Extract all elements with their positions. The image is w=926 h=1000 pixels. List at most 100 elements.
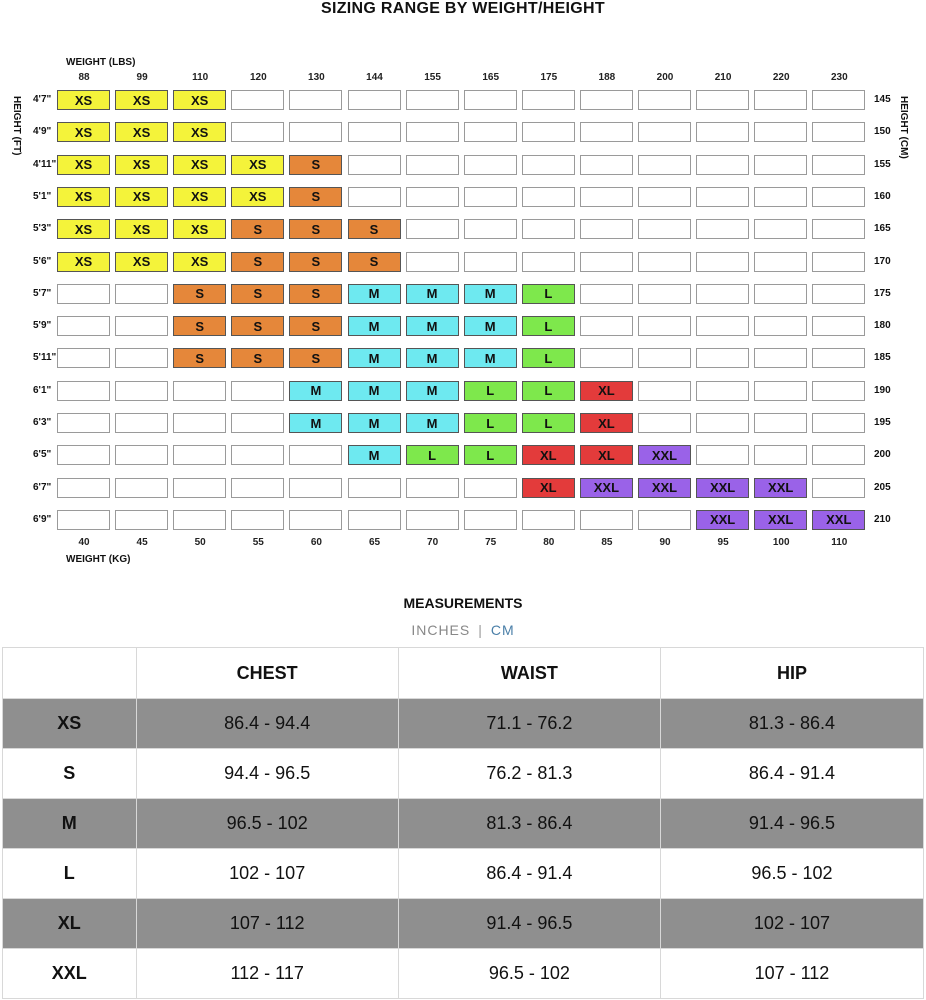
size-cell: XS bbox=[115, 251, 169, 272]
table-row: XS 86.4 - 94.4 71.1 - 76.2 81.3 - 86.4 bbox=[2, 698, 925, 749]
size-cell: M bbox=[405, 413, 459, 433]
size-cell bbox=[579, 509, 633, 530]
size-cell bbox=[579, 251, 633, 272]
size-cell: XS bbox=[173, 251, 227, 272]
height-cm-tick: 160 bbox=[874, 190, 891, 202]
weight-kg-tick: 70 bbox=[427, 537, 439, 548]
size-cell: XL bbox=[521, 445, 575, 466]
size-cell bbox=[173, 413, 227, 433]
size-cell bbox=[579, 348, 633, 369]
size-cell bbox=[173, 509, 227, 530]
size-cell bbox=[231, 413, 285, 433]
weight-lbs-tick: 165 bbox=[482, 72, 500, 83]
size-cell: S bbox=[347, 219, 401, 240]
size-cell: XS bbox=[173, 90, 227, 110]
weight-kg-tick: 100 bbox=[772, 537, 790, 548]
weight-kg-label: WEIGHT (KG) bbox=[66, 554, 131, 565]
weight-kg-tick: 85 bbox=[601, 537, 613, 548]
size-cell bbox=[638, 219, 691, 240]
size-cell: XXL bbox=[579, 477, 633, 498]
size-cell bbox=[638, 348, 691, 369]
size-cell: XS bbox=[173, 122, 227, 143]
height-cm-tick: 190 bbox=[874, 384, 891, 396]
chest-cell: 86.4 - 94.4 bbox=[135, 698, 399, 749]
size-cell bbox=[463, 219, 517, 240]
size-cell bbox=[347, 90, 401, 110]
size-cell bbox=[754, 380, 808, 401]
weight-kg-tick: 55 bbox=[252, 537, 264, 548]
size-cell bbox=[696, 186, 750, 207]
size-cell bbox=[696, 316, 750, 337]
size-cell: L bbox=[521, 283, 575, 304]
weight-kg-tick: 65 bbox=[368, 537, 381, 548]
weight-lbs-tick: 210 bbox=[714, 72, 732, 83]
size-cell bbox=[638, 283, 691, 304]
weight-lbs-tick: 155 bbox=[424, 72, 441, 83]
table-row: L 102 - 107 86.4 - 91.4 96.5 - 102 bbox=[2, 848, 925, 899]
size-cell: XS bbox=[173, 154, 227, 175]
weight-lbs-tick: 200 bbox=[656, 72, 674, 83]
size-cell: XS bbox=[115, 154, 169, 175]
weight-lbs-tick: 88 bbox=[78, 72, 90, 83]
size-cell bbox=[754, 219, 808, 240]
size-cell bbox=[347, 509, 401, 530]
size-cell bbox=[463, 509, 517, 530]
size-cell: M bbox=[463, 316, 517, 337]
size-cell: S bbox=[231, 316, 285, 337]
unit-separator: | bbox=[478, 622, 483, 638]
weight-kg-tick: 60 bbox=[310, 537, 322, 548]
size-cell: S bbox=[289, 316, 343, 337]
size-cell bbox=[463, 477, 517, 498]
size-cell bbox=[115, 477, 169, 498]
size-cell: XXL bbox=[2, 948, 137, 999]
size-cell: XS bbox=[57, 122, 110, 143]
size-cell: XS bbox=[173, 219, 227, 240]
size-cell bbox=[638, 154, 691, 175]
size-cell bbox=[754, 348, 808, 369]
size-cell bbox=[57, 380, 110, 401]
size-cell bbox=[696, 219, 750, 240]
hip-cell: 86.4 - 91.4 bbox=[659, 748, 925, 799]
size-cell: L bbox=[463, 380, 517, 401]
size-cell bbox=[579, 283, 633, 304]
height-ft-tick: 6'3" bbox=[33, 417, 52, 428]
size-cell bbox=[638, 380, 691, 401]
size-cell bbox=[347, 186, 401, 207]
size-cell bbox=[696, 90, 750, 110]
waist-cell: 96.5 - 102 bbox=[397, 948, 661, 999]
unit-inches-link[interactable]: INCHES bbox=[411, 622, 471, 638]
waist-cell: 81.3 - 86.4 bbox=[397, 798, 661, 849]
weight-kg-tick: 40 bbox=[78, 537, 90, 548]
weight-lbs-tick: 188 bbox=[598, 72, 616, 83]
size-cell bbox=[115, 316, 169, 337]
header-chest: CHEST bbox=[135, 647, 399, 699]
size-cell bbox=[405, 186, 459, 207]
size-cell: XS bbox=[115, 186, 169, 207]
size-cell: XXL bbox=[812, 509, 866, 530]
size-cell: XS bbox=[57, 251, 110, 272]
size-cell bbox=[696, 380, 750, 401]
size-cell: XS bbox=[57, 154, 110, 175]
size-cell bbox=[696, 283, 750, 304]
size-cell bbox=[57, 509, 110, 530]
size-cell: XS bbox=[115, 90, 169, 110]
weight-lbs-tick: 230 bbox=[830, 72, 848, 83]
size-cell bbox=[115, 413, 169, 433]
size-cell bbox=[57, 445, 110, 466]
waist-cell: 71.1 - 76.2 bbox=[397, 698, 661, 749]
size-cell bbox=[579, 186, 633, 207]
size-cell: S bbox=[173, 316, 227, 337]
size-cell bbox=[812, 380, 866, 401]
unit-cm-link[interactable]: CM bbox=[490, 622, 515, 638]
size-cell bbox=[754, 122, 808, 143]
size-cell bbox=[57, 316, 110, 337]
size-cell: L bbox=[521, 316, 575, 337]
measurements-table: CHEST WAIST HIP XS 86.4 - 94.4 71.1 - 76… bbox=[2, 647, 925, 999]
size-cell: S bbox=[231, 283, 285, 304]
size-cell: L bbox=[521, 380, 575, 401]
height-ft-label: HEIGHT (FT) bbox=[11, 96, 22, 156]
size-cell bbox=[812, 283, 866, 304]
size-cell bbox=[115, 348, 169, 369]
height-ft-tick: 5'11" bbox=[33, 352, 57, 364]
chest-cell: 107 - 112 bbox=[135, 898, 399, 949]
